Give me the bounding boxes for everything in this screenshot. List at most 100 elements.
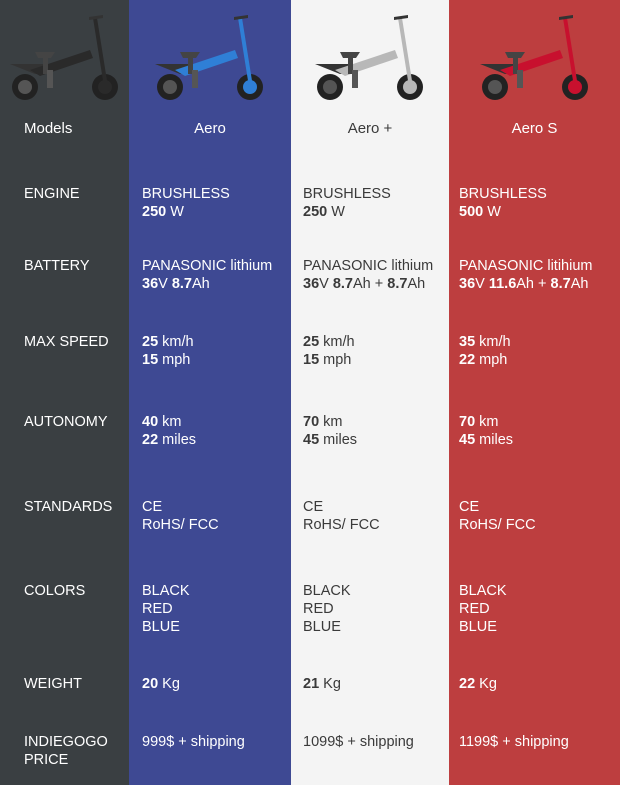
row-label-line: AUTONOMY — [24, 414, 108, 430]
spec-text: 1199$ + shipping — [459, 734, 569, 750]
spec-text: PANASONIC lithium — [142, 258, 273, 274]
scooter-silver-image — [315, 15, 423, 100]
spec-line: 40 km — [142, 413, 196, 431]
spec-line: 15 mph — [142, 351, 194, 369]
models-label: Models — [24, 120, 73, 137]
spec-text: BLUE — [142, 619, 180, 635]
spec-line: 250 W — [303, 203, 391, 221]
spec-text: 70 — [303, 414, 320, 430]
spec-value: BLACK RED BLUE — [459, 582, 507, 636]
row-label-line: MAX SPEED — [24, 334, 109, 350]
spec-line: 15 mph — [303, 351, 355, 369]
spec-line: 22 miles — [142, 431, 196, 449]
spec-line: 500 W — [459, 203, 547, 221]
spec-line: 22 mph — [459, 351, 511, 369]
row-label: ENGINE — [24, 185, 80, 203]
spec-value: CE RoHS/ FCC — [142, 498, 219, 534]
spec-text: 45 — [303, 432, 320, 448]
spec-text: Ah + — [353, 276, 388, 292]
spec-text: BRUSHLESS — [303, 186, 391, 202]
spec-text: miles — [475, 432, 514, 448]
spec-text: 250 — [303, 204, 328, 220]
spec-line: 25 km/h — [142, 333, 194, 351]
spec-text: Ah — [407, 276, 426, 292]
spec-text: BRUSHLESS — [459, 186, 547, 202]
row-label-line: STANDARDS — [24, 499, 113, 515]
spec-text: 35 — [459, 334, 476, 350]
spec-value: BRUSHLESS 250 W — [303, 185, 391, 221]
spec-text: 36 — [459, 276, 476, 292]
spec-text: CE — [142, 499, 163, 515]
spec-text: W — [166, 204, 184, 220]
model-name: Aero — [194, 120, 226, 137]
spec-text: Ah — [570, 276, 589, 292]
spec-line: BLUE — [459, 618, 507, 636]
spec-value: BRUSHLESS 500 W — [459, 185, 547, 221]
row-label-line: ENGINE — [24, 186, 80, 202]
spec-line: 1099$ + shipping — [303, 733, 414, 751]
column-aero-plus: Aero + BRUSHLESS 250 W PANASONIC lithium 36V… — [291, 0, 449, 785]
spec-line: 22 Kg — [459, 675, 497, 693]
spec-value: 70 km 45 miles — [459, 413, 513, 449]
column-aero: Aero BRUSHLESS 250 W PANASONIC lithium 36V 8… — [129, 0, 291, 785]
spec-text: 20 — [142, 676, 159, 692]
spec-text: V — [475, 276, 489, 292]
spec-text: RoHS/ FCC — [303, 517, 380, 533]
spec-line: 999$ + shipping — [142, 733, 245, 751]
spec-value: 1099$ + shipping — [303, 733, 414, 751]
model-name: Aero + — [347, 120, 393, 137]
spec-text: mph — [158, 352, 191, 368]
spec-value: BLACK RED BLUE — [142, 582, 190, 636]
spec-value: 999$ + shipping — [142, 733, 245, 751]
spec-text: 15 — [303, 352, 320, 368]
spec-value: CE RoHS/ FCC — [303, 498, 380, 534]
spec-text: km/h — [158, 334, 194, 350]
spec-line: RED — [142, 600, 190, 618]
spec-text: 11.6 — [488, 276, 517, 292]
spec-text: BRUSHLESS — [142, 186, 230, 202]
row-label: INDIEGOGO PRICE — [24, 733, 108, 769]
spec-text: km — [319, 414, 343, 430]
row-label-line: WEIGHT — [24, 676, 82, 692]
spec-value: PANASONIC litihium 36V 11.6Ah + 8.7Ah — [459, 257, 592, 293]
labels-column: Models ENGINE BATTERY MAX SPEED AUTONOMY STAN… — [0, 0, 129, 785]
spec-text: 36 — [303, 276, 320, 292]
spec-text: RoHS/ FCC — [459, 517, 536, 533]
spec-text: 999$ + shipping — [142, 734, 245, 750]
spec-text: km/h — [319, 334, 355, 350]
spec-line: RED — [303, 600, 351, 618]
spec-value: 21 Kg — [303, 675, 341, 693]
spec-text: PANASONIC lithium — [303, 258, 434, 274]
spec-text: V — [319, 276, 333, 292]
spec-text: 70 — [459, 414, 476, 430]
row-label-line: COLORS — [24, 583, 86, 599]
row-label: COLORS — [24, 582, 85, 600]
spec-text: 500 — [459, 204, 484, 220]
spec-text: 8.7 — [171, 276, 193, 292]
spec-line: RED — [459, 600, 507, 618]
row-label-line: PRICE — [24, 752, 69, 768]
row-label: BATTERY — [24, 257, 90, 275]
spec-text: 8.7 — [387, 276, 408, 292]
spec-value: 40 km 22 miles — [142, 413, 196, 449]
spec-line: BRUSHLESS — [303, 185, 391, 203]
row-label: MAX SPEED — [24, 333, 109, 351]
spec-text: BLACK — [303, 583, 351, 599]
spec-line: RoHS/ FCC — [142, 516, 219, 534]
spec-line: BRUSHLESS — [459, 185, 547, 203]
spec-text: BLUE — [303, 619, 341, 635]
row-label: WEIGHT — [24, 675, 82, 693]
spec-text: RED — [303, 601, 334, 617]
spec-line: 20 Kg — [142, 675, 180, 693]
spec-text: 21 — [303, 676, 320, 692]
spec-text: 22 — [142, 432, 159, 448]
spec-line: CE — [459, 498, 536, 516]
column-aero-s: Aero S BRUSHLESS 500 W PANASONIC litihium 36… — [449, 0, 620, 785]
scooter-black-image — [9, 15, 118, 100]
model-name: Aero S — [511, 120, 558, 137]
spec-text: 25 — [142, 334, 159, 350]
spec-line: 1199$ + shipping — [459, 733, 569, 751]
spec-text: BLACK — [142, 583, 190, 599]
row-label: STANDARDS — [24, 498, 112, 516]
spec-line: 36V 8.7Ah + 8.7Ah — [303, 275, 433, 293]
